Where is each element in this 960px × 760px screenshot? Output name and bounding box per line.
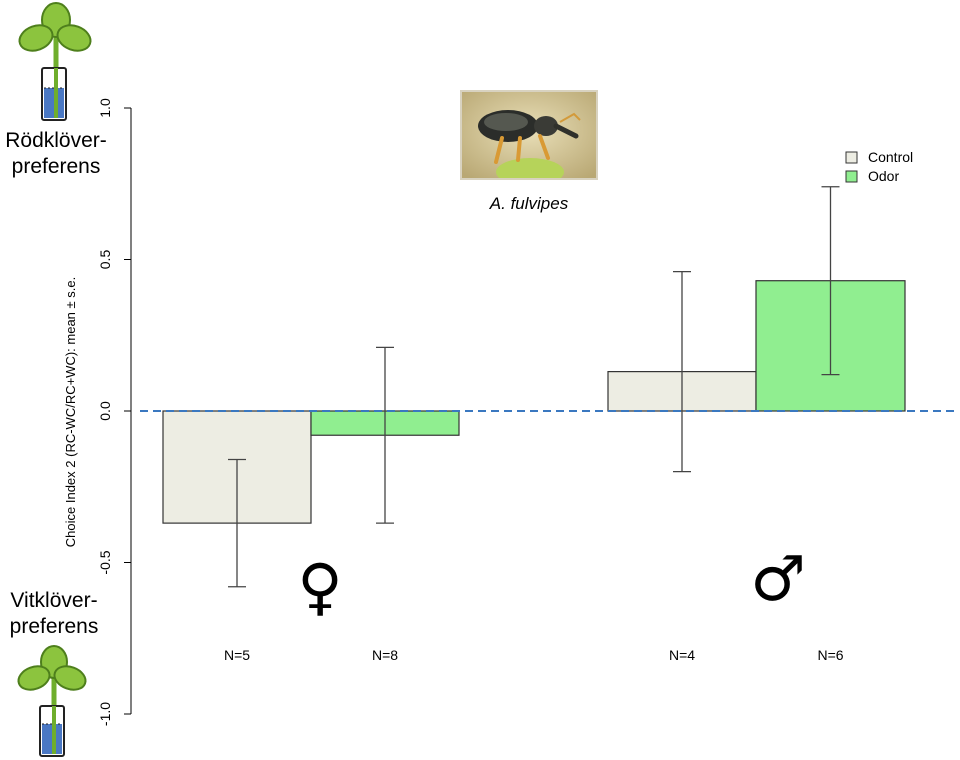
y-tick-label: 0.0: [97, 401, 113, 421]
male-symbol-icon: ♂: [750, 542, 806, 615]
clover-in-tube-icon: [17, 645, 87, 757]
y-tick-label: 1.0: [97, 98, 113, 118]
error-bar: [821, 186, 840, 376]
n-label: N=6: [817, 647, 843, 663]
y-tick-label: -0.5: [97, 550, 113, 574]
error-bar: [228, 458, 246, 588]
legend-swatch-control: [845, 151, 858, 164]
legend-label-odor: Odor: [868, 168, 899, 184]
y-tick-label: 0.5: [97, 250, 113, 270]
red-clover-preference-label: Rödklöver- preferens: [5, 129, 107, 178]
y-axis-label: Choice Index 2 (RC-WC/RC+WC): mean ± s.e…: [63, 277, 78, 547]
white-clover-preference-label: Vitklöver- preferens: [9, 589, 99, 638]
n-label: N=4: [669, 647, 695, 663]
error-bar: [376, 346, 394, 524]
y-tick-label: -1.0: [97, 702, 113, 726]
weevil-photo: [460, 90, 598, 180]
legend: Control Odor: [845, 149, 913, 184]
n-label: N=5: [224, 647, 250, 663]
error-bar: [673, 270, 691, 473]
legend-swatch-odor: [845, 170, 858, 183]
n-label: N=8: [372, 647, 398, 663]
clover-in-tube-icon: [18, 2, 92, 121]
female-symbol-icon: ♀: [297, 550, 342, 623]
species-label: A. fulvipes: [489, 194, 569, 213]
legend-label-control: Control: [868, 149, 913, 165]
y-axis: -1.0 -0.5 0.0 0.5 1.0 Choice Index 2 (RC-WC/…: [63, 98, 132, 726]
